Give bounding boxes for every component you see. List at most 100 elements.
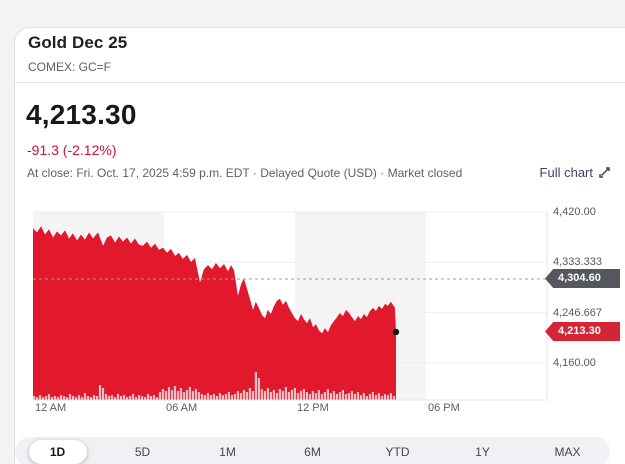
volume-bar bbox=[257, 378, 260, 400]
volume-bar bbox=[230, 395, 233, 400]
volume-bar bbox=[86, 396, 90, 400]
volume-bar bbox=[392, 396, 395, 400]
x-tick-label: 12 AM bbox=[35, 402, 67, 414]
volume-bar bbox=[176, 391, 180, 400]
volume-bar bbox=[113, 397, 117, 400]
volume-bar bbox=[146, 394, 150, 400]
at-close-status: At close: Fri. Oct. 17, 2025 4:59 p.m. E… bbox=[27, 166, 463, 180]
last-price-badge: 4,213.30 bbox=[545, 322, 620, 341]
tab-6m[interactable]: 6M bbox=[304, 445, 321, 459]
volume-bar bbox=[380, 396, 383, 400]
y-tick-label: 4,420.00 bbox=[553, 206, 596, 218]
volume-bar bbox=[80, 397, 84, 400]
volume-bar bbox=[83, 393, 87, 400]
y-tick-label: 4,333.333 bbox=[553, 256, 602, 268]
tab-ytd[interactable]: YTD bbox=[385, 445, 410, 459]
tab-1m[interactable]: 1M bbox=[219, 445, 236, 459]
volume-bar bbox=[359, 395, 362, 400]
volume-bar bbox=[197, 392, 200, 400]
volume-bar bbox=[308, 394, 311, 400]
volume-bar bbox=[332, 391, 335, 400]
volume-bar bbox=[218, 393, 221, 400]
selected-tab-pill bbox=[28, 440, 87, 464]
volume-bar bbox=[287, 392, 290, 400]
volume-bar bbox=[62, 396, 66, 400]
volume-bar bbox=[347, 393, 350, 400]
volume-bar bbox=[299, 391, 302, 400]
volume-bar bbox=[233, 394, 236, 400]
volume-bar bbox=[188, 387, 191, 400]
header-divider bbox=[15, 82, 625, 83]
volume-bar bbox=[194, 389, 197, 400]
volume-bar bbox=[122, 395, 126, 400]
full-chart-label: Full chart bbox=[539, 165, 593, 180]
volume-bar bbox=[350, 391, 353, 400]
full-chart-link[interactable]: Full chart bbox=[540, 165, 611, 180]
tab-1d[interactable]: 1D bbox=[15, 437, 100, 464]
volume-bar bbox=[356, 392, 359, 400]
volume-bar bbox=[107, 396, 111, 400]
x-tick-label: 06 AM bbox=[166, 402, 198, 414]
volume-bar bbox=[293, 388, 296, 400]
volume-bar bbox=[32, 396, 36, 400]
volume-bar bbox=[383, 394, 386, 400]
volume-bar bbox=[329, 393, 332, 400]
volume-bar bbox=[110, 395, 114, 400]
volume-bar bbox=[344, 394, 347, 400]
volume-bar bbox=[371, 392, 374, 400]
volume-bar bbox=[137, 395, 141, 400]
volume-bar bbox=[275, 393, 278, 400]
tab-5d[interactable]: 5D bbox=[134, 445, 151, 459]
volume-bar bbox=[314, 393, 317, 400]
volume-bar bbox=[221, 395, 224, 400]
volume-bar bbox=[191, 391, 194, 400]
volume-bar bbox=[335, 394, 338, 400]
volume-bar bbox=[281, 391, 284, 400]
volume-bar bbox=[74, 397, 78, 400]
volume-bar bbox=[263, 391, 266, 400]
volume-bar bbox=[92, 395, 96, 400]
volume-bar bbox=[368, 394, 371, 400]
volume-bar bbox=[155, 397, 159, 400]
volume-bar bbox=[116, 394, 120, 400]
y-tick-label: 4,246.667 bbox=[553, 307, 602, 319]
volume-bar bbox=[149, 396, 153, 400]
volume-bar bbox=[227, 392, 230, 400]
volume-bar bbox=[302, 389, 305, 400]
tab-1y[interactable]: 1Y bbox=[475, 445, 490, 459]
volume-bar bbox=[128, 396, 132, 400]
x-tick-label: 12 PM bbox=[297, 402, 329, 414]
volume-bar bbox=[47, 394, 51, 400]
volume-bar bbox=[272, 390, 275, 400]
volume-bar bbox=[35, 397, 39, 400]
price-chart[interactable] bbox=[0, 195, 625, 431]
volume-bar bbox=[239, 393, 242, 400]
volume-bar bbox=[365, 396, 368, 400]
volume-bar bbox=[158, 392, 162, 400]
volume-bar bbox=[206, 393, 209, 400]
volume-bar bbox=[50, 397, 54, 400]
volume-bar bbox=[269, 392, 272, 400]
volume-bar bbox=[104, 394, 108, 400]
volume-bar bbox=[125, 397, 129, 400]
tab-max[interactable]: MAX bbox=[554, 445, 581, 459]
volume-bar bbox=[311, 391, 314, 400]
volume-bar bbox=[173, 386, 177, 400]
volume-bar bbox=[38, 395, 42, 400]
volume-bar bbox=[179, 388, 182, 400]
volume-bar bbox=[209, 395, 212, 400]
volume-bar bbox=[185, 390, 188, 400]
expand-icon bbox=[598, 166, 611, 179]
volume-bar bbox=[215, 396, 218, 400]
volume-bar bbox=[161, 389, 165, 400]
volume-bar bbox=[374, 395, 377, 400]
volume-bar bbox=[341, 390, 344, 400]
price-chart-canvas[interactable] bbox=[0, 195, 625, 431]
volume-bar bbox=[98, 385, 102, 400]
volume-bar bbox=[266, 388, 269, 400]
time-range-tabbar: 1D 5D 1M 6M YTD 1Y MAX bbox=[15, 437, 610, 464]
volume-bar bbox=[71, 396, 75, 400]
y-tick-label: 4,160.00 bbox=[553, 357, 596, 369]
volume-bar bbox=[65, 397, 69, 400]
volume-bar bbox=[353, 394, 356, 400]
